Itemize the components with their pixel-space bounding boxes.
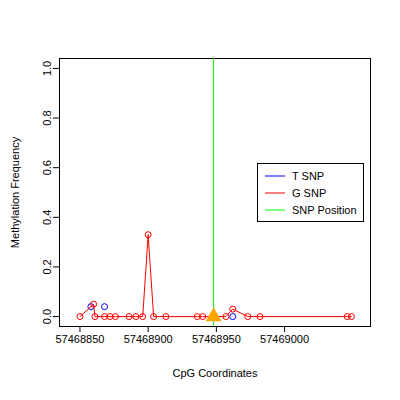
svg-text:0.2: 0.2 <box>41 259 53 274</box>
html-text:SNP Position: SNP Position <box>292 203 357 216</box>
svg-text:1.0: 1.0 <box>41 61 53 76</box>
svg-text:0.4: 0.4 <box>41 210 53 225</box>
svg-text:0.0: 0.0 <box>41 309 53 324</box>
svg-text:57469000: 57469000 <box>260 333 309 345</box>
svg-text:57468900: 57468900 <box>124 333 173 345</box>
html-text:G SNP: G SNP <box>292 186 327 199</box>
svg-text:Methylation Frequency: Methylation Frequency <box>9 136 21 248</box>
html-text:T SNP: T SNP <box>292 169 325 182</box>
svg-text:57468850: 57468850 <box>55 333 104 345</box>
svg-text:CpG Coordinates: CpG Coordinates <box>173 367 258 379</box>
svg-text:0.8: 0.8 <box>41 110 53 125</box>
svg-text:0.6: 0.6 <box>41 160 53 175</box>
svg-text:57468950: 57468950 <box>192 333 241 345</box>
